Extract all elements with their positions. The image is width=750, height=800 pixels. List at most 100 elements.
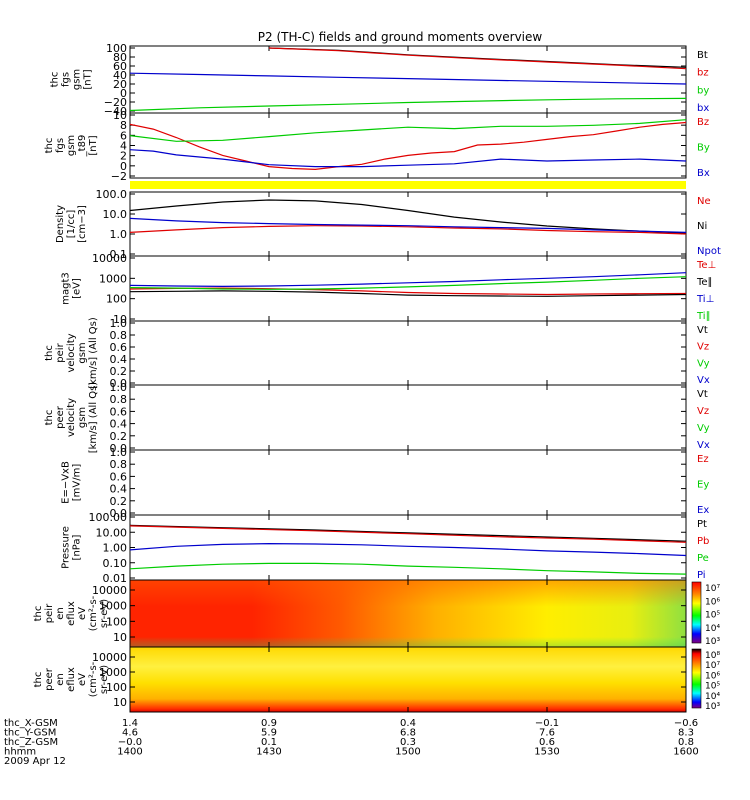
colorbar-label: 10⁵ (705, 611, 720, 621)
panel-frame (129, 191, 687, 257)
panel-frame (129, 112, 687, 179)
chart-title: P2 (TH-C) fields and ground moments over… (258, 30, 543, 44)
y-axis-label: peer (44, 667, 55, 691)
x-axis-date: 2009 Apr 12 (4, 756, 66, 767)
y-axis-label: magt3 (61, 272, 72, 305)
y-axis-label: thc (44, 138, 55, 154)
y-tick-label: 0.0 (110, 507, 128, 520)
y-tick-label: 0.1 (110, 248, 128, 261)
legend-entry: Pb (697, 536, 709, 547)
y-axis-label: [cm−3] (77, 205, 88, 243)
y-tick-label: 100 (106, 681, 127, 694)
y-axis-label: [nPa] (72, 534, 83, 560)
x-axis-value: 1500 (395, 747, 420, 758)
y-tick-label: 0.2 (110, 430, 128, 443)
y-tick-label: 0.4 (110, 353, 128, 366)
y-tick-label: 100.0 (96, 188, 128, 201)
y-axis-label: Density (55, 205, 66, 243)
y-tick-label: 0.8 (110, 393, 128, 406)
colorbar-label: 10⁶ (705, 671, 720, 681)
series-line (268, 47, 687, 70)
y-tick-label: 0.4 (110, 418, 128, 431)
y-tick-label: 100 (106, 293, 127, 306)
y-tick-label: 10 (113, 313, 127, 326)
y-tick-label: 20 (113, 78, 127, 91)
legend-entry: Ez (697, 454, 709, 465)
colorbar-label: 10⁴ (705, 692, 720, 702)
series-line (129, 525, 687, 543)
x-axis-value: 0.8 (678, 737, 694, 748)
x-axis-value: 8.3 (678, 728, 694, 739)
colorbar-label: 10⁶ (705, 597, 720, 607)
colorbar-label: 10⁵ (705, 682, 720, 692)
series-line (129, 225, 687, 235)
y-tick-label: 1.0 (110, 446, 128, 459)
y-axis-label: eV (77, 607, 88, 620)
x-axis-value: 0.9 (261, 718, 277, 729)
colorbar-label: 10³ (705, 702, 720, 712)
y-tick-label: 10000 (92, 651, 127, 664)
y-axis-label: gsm (77, 342, 88, 363)
y-axis-label: peer (55, 405, 66, 429)
series-line (129, 290, 687, 297)
legend-entry: Vx (697, 440, 710, 451)
y-axis-label: (cm²-s- (88, 595, 99, 631)
y-tick-label: 100 (106, 615, 127, 628)
series-line (129, 276, 687, 290)
y-tick-label: 0.2 (110, 495, 128, 508)
panel-frame (129, 514, 687, 581)
y-tick-label: 0 (120, 160, 127, 173)
colorbar-label: 10⁴ (705, 624, 720, 634)
y-axis-label: velocity (66, 333, 77, 372)
legend-entry: Vy (697, 358, 710, 369)
y-axis-label: _t89 (77, 135, 88, 158)
legend-entry: Ne (697, 196, 711, 207)
y-axis-label: [nT] (83, 69, 94, 89)
colorbar (691, 581, 702, 644)
y-axis-label: [km/s] (All Qs) (88, 382, 99, 454)
panel-frame (129, 449, 687, 516)
y-axis-label: [1/cc] (66, 210, 77, 239)
y-axis-label: thc (50, 72, 61, 88)
y-tick-label: 1000 (99, 272, 127, 285)
y-tick-label: 10 (113, 631, 127, 644)
legend-entry: bx (697, 103, 709, 114)
y-axis-label: thc (44, 410, 55, 426)
series-line (129, 562, 687, 575)
y-tick-label: 0.4 (110, 483, 128, 496)
x-axis-value: 1430 (256, 747, 281, 758)
y-tick-label: 0.2 (110, 365, 128, 378)
y-axis-label: velocity (66, 398, 77, 437)
y-axis-label: [nT] (88, 135, 99, 155)
y-axis-label: eflux (66, 667, 77, 692)
panel-3: 100.0 10.0 1.0 0.1 Density [1/cc] [cm−3] Ne Ni Np… (55, 188, 721, 261)
y-axis-label: thc (33, 606, 44, 622)
y-axis-label: en (55, 607, 66, 620)
legend-entry: Npot (697, 246, 721, 257)
x-axis-labels: thc_X-GSM 1.4 0.9 0.4 −0.1 −0.6 thc_Y-GSM 4.6 5.… (4, 718, 699, 767)
x-axis-value: 7.6 (539, 728, 555, 739)
legend-entry: Vt (697, 389, 708, 400)
series-line (129, 72, 687, 85)
y-tick-label: 80 (113, 51, 127, 64)
legend-entry: bz (697, 68, 709, 79)
series-line (129, 524, 687, 542)
x-axis-value: 1530 (534, 747, 559, 758)
legend-entry: Ni (697, 221, 707, 232)
series-line (129, 121, 687, 171)
series-line (129, 287, 687, 296)
x-axis-value: 1600 (673, 747, 698, 758)
y-tick-label: 1.0 (110, 381, 128, 394)
y-axis-label: en (55, 673, 66, 686)
colorbar-label: 10⁷ (705, 584, 720, 594)
panel-7: 1.00.80.60.40.20.0 E=−VxB [mV/m] Ez Ey Ex (61, 446, 710, 520)
panel-4: 10000 1000 100 10 magt3 [eV] Te⊥ Te∥ Ti⊥ Ti∥ (61, 252, 717, 326)
y-tick-label: 10000 (92, 584, 127, 597)
panel-frame (129, 320, 687, 386)
legend-entry: Pi (697, 570, 706, 581)
x-axis-row-label: thc_Y-GSM (4, 728, 56, 739)
y-tick-label: 6 (120, 129, 127, 142)
